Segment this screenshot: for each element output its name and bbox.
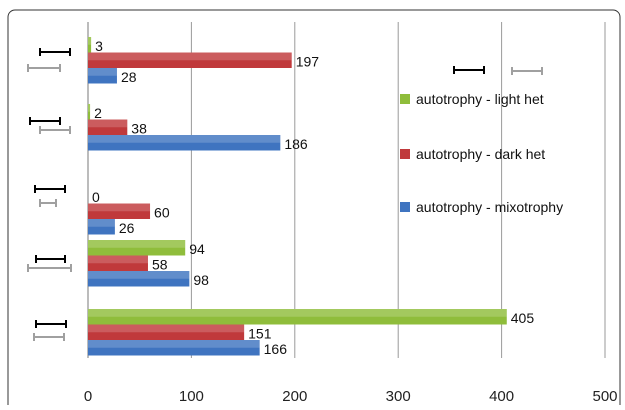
legend: autotrophy - light het autotrophy - dark … [400, 91, 563, 215]
bar [88, 219, 115, 235]
data-label: 98 [193, 272, 209, 288]
data-label: 2 [94, 105, 102, 121]
marker-brackets [27, 48, 543, 341]
data-label: 197 [296, 53, 320, 69]
legend-label: autotrophy - dark het [416, 146, 545, 162]
bar [88, 271, 190, 287]
bar-highlight [88, 68, 117, 76]
legend-swatch [400, 202, 410, 212]
data-label: 166 [264, 341, 288, 357]
bar [88, 340, 260, 356]
bar [88, 135, 281, 151]
data-label: 151 [248, 325, 272, 341]
legend-label: autotrophy - mixotrophy [416, 199, 563, 215]
x-tick-label: 200 [282, 388, 307, 405]
data-label: 405 [511, 310, 535, 326]
chart-border [7, 9, 621, 410]
bar-highlight [88, 135, 281, 143]
x-tick-label: 0 [84, 388, 92, 405]
bar [88, 240, 186, 256]
x-tick-label: 400 [489, 388, 514, 405]
bar [88, 104, 91, 120]
data-label: 186 [284, 136, 308, 152]
bar [88, 203, 151, 219]
bar-highlight [88, 203, 151, 212]
data-label: 0 [92, 189, 100, 205]
bar [88, 52, 292, 68]
bar [88, 324, 245, 340]
x-tick-label: 500 [592, 388, 617, 405]
bar [88, 255, 148, 271]
x-tick-label: 100 [179, 388, 204, 405]
data-label: 60 [154, 204, 170, 220]
data-label: 28 [121, 69, 137, 85]
data-label: 94 [189, 241, 205, 257]
bar-highlight [88, 255, 148, 264]
bar [88, 309, 507, 325]
bar-highlight [88, 104, 91, 112]
bar-highlight [88, 52, 292, 61]
x-tick-labels: 0 100 200 300 400 500 [84, 388, 618, 405]
gridlines [87, 22, 606, 358]
legend-swatch [400, 149, 410, 159]
data-label: 3 [95, 38, 103, 54]
bar-highlight [88, 309, 507, 317]
legend-swatch [400, 94, 410, 104]
bars [88, 37, 507, 356]
data-label: 58 [152, 256, 168, 272]
bar [88, 119, 128, 135]
bar-highlight [88, 37, 92, 45]
data-label: 38 [131, 120, 147, 136]
bar-highlight [88, 324, 245, 333]
bar-highlight [88, 219, 115, 227]
data-label: 26 [119, 220, 135, 236]
bar-highlight [88, 240, 186, 248]
bar [88, 68, 117, 84]
bar [88, 37, 92, 53]
bar-highlight [88, 271, 190, 279]
x-tick-label: 300 [386, 388, 411, 405]
legend-label: autotrophy - light het [416, 91, 544, 107]
bar-highlight [88, 119, 128, 128]
bar-highlight [88, 340, 260, 348]
chart-frame [7, 9, 621, 410]
